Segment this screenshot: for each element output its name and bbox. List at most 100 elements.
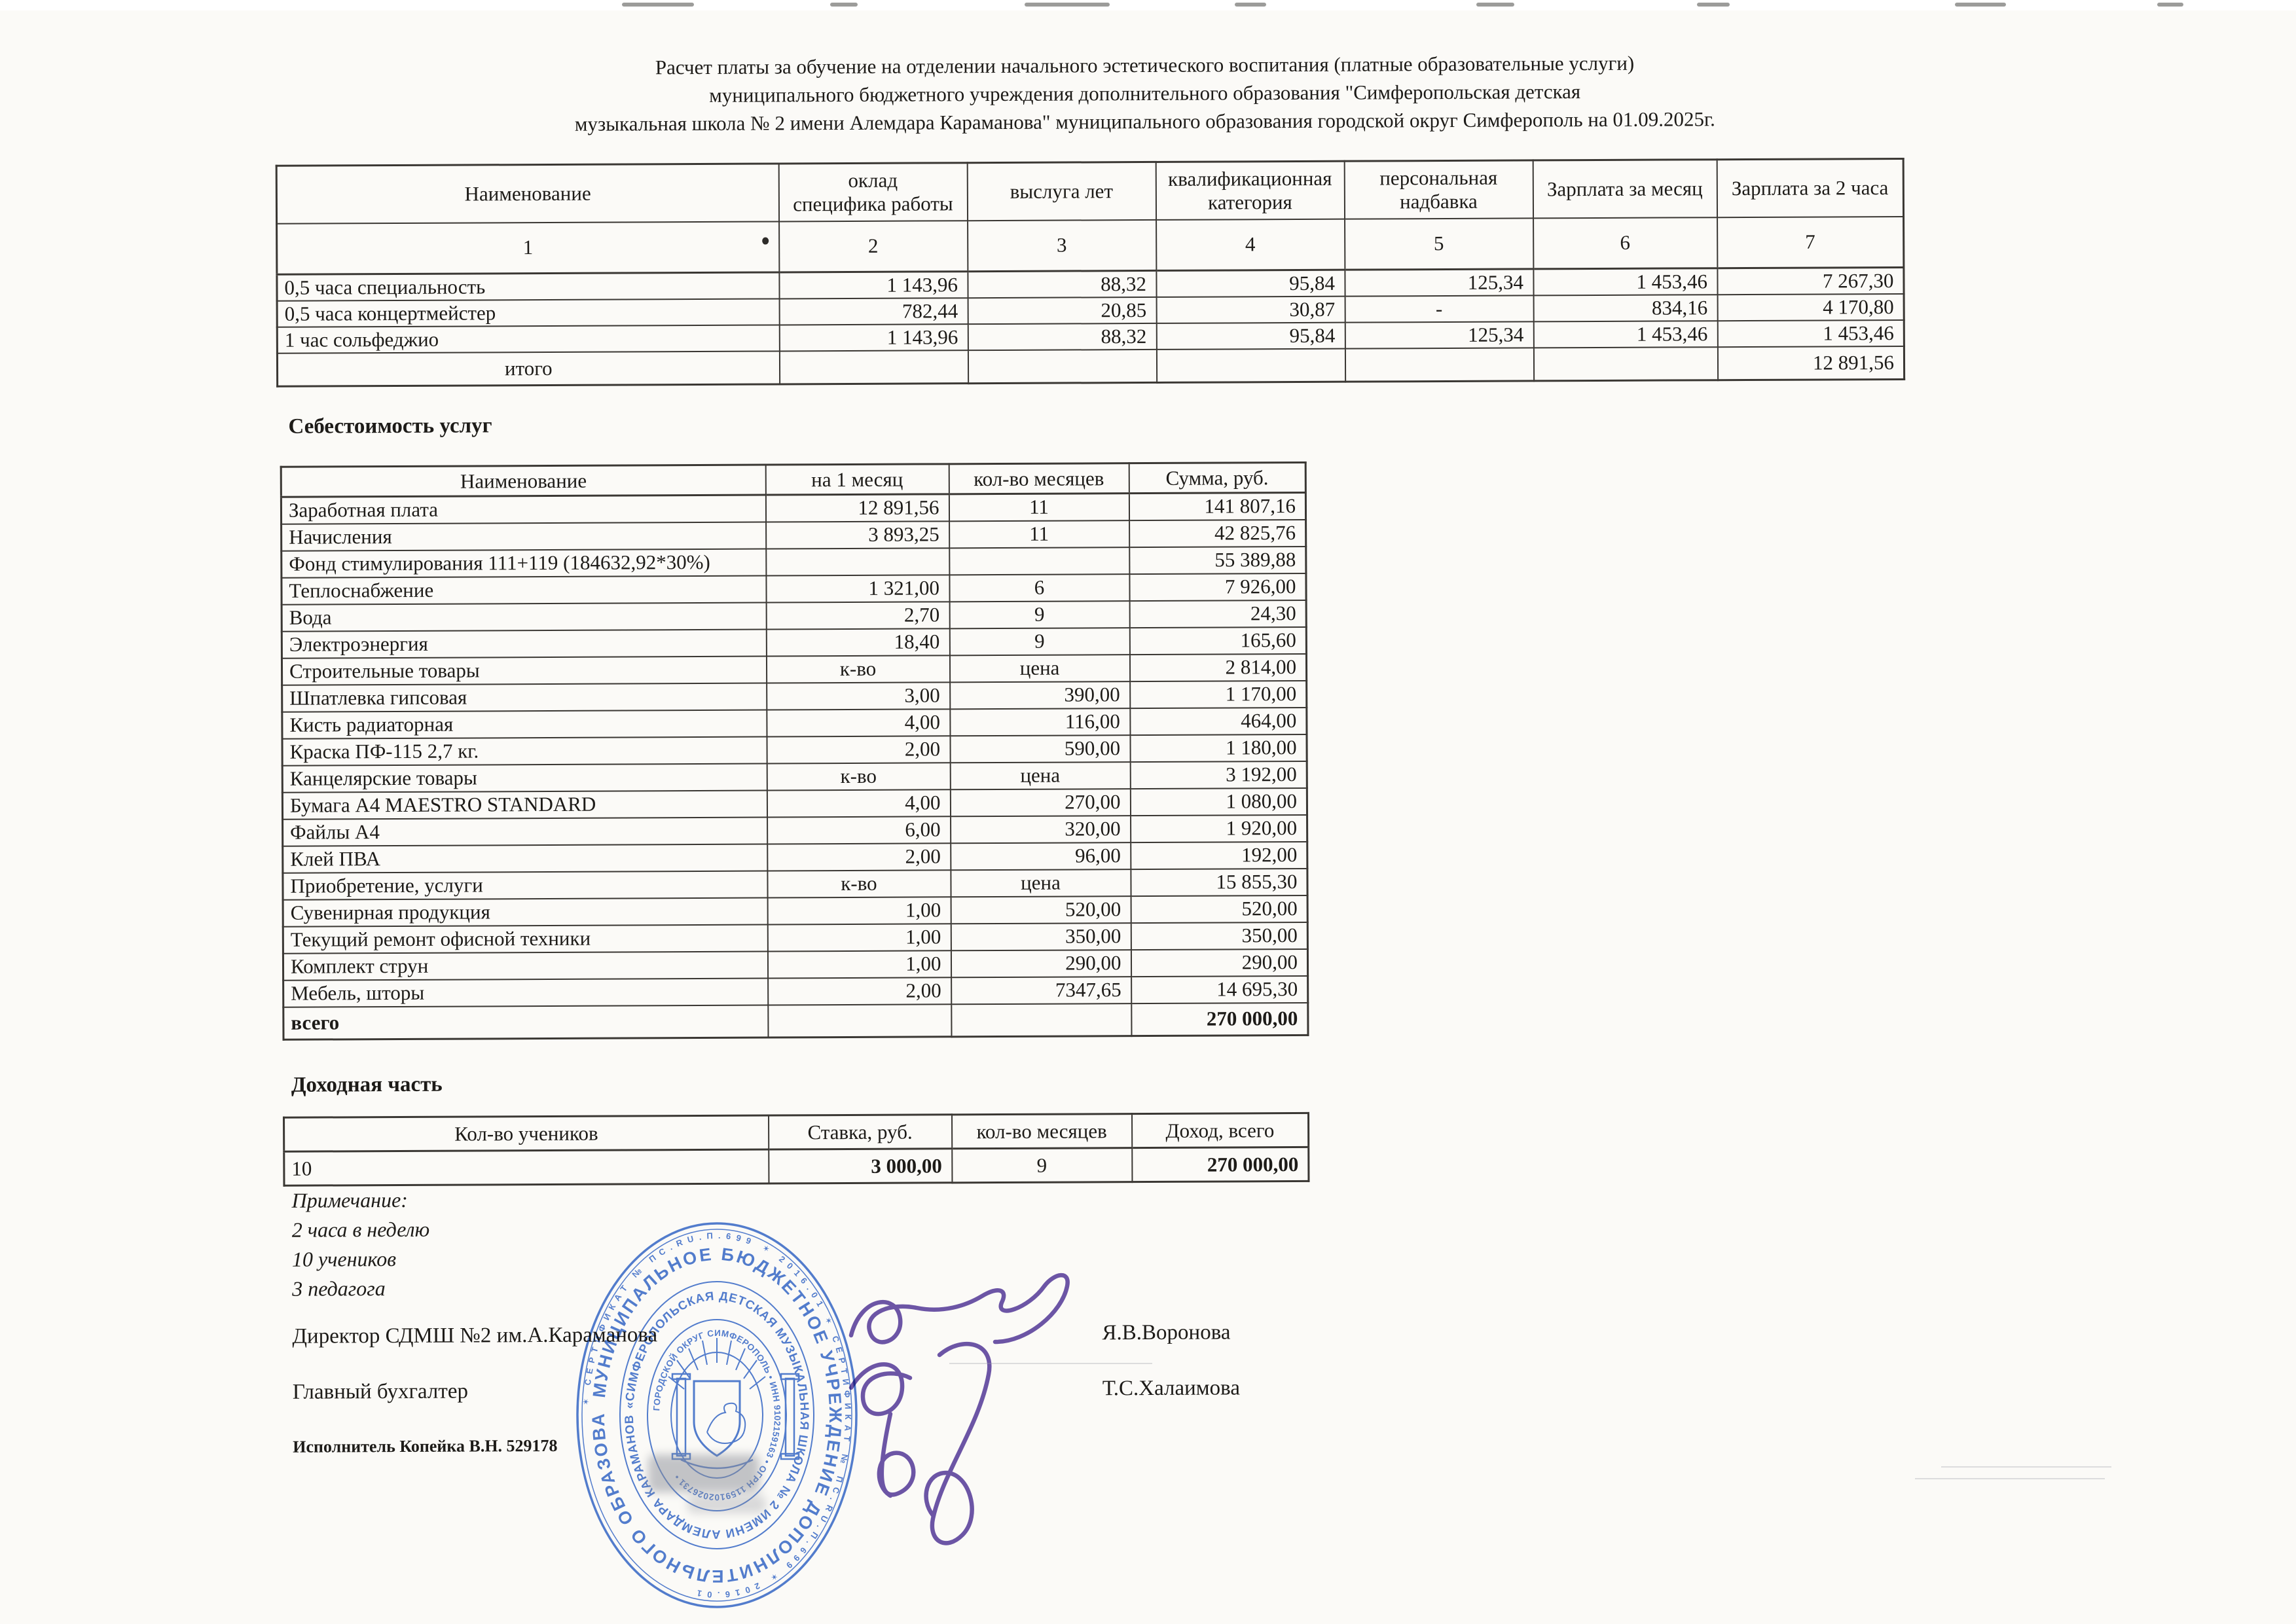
cell: 165,60 <box>1129 626 1307 655</box>
signature-stroke <box>848 1362 916 1498</box>
cell: 390,00 <box>949 681 1130 709</box>
cell: цена <box>950 761 1131 789</box>
cell: 1 920,00 <box>1130 814 1307 842</box>
cell: 350,00 <box>951 922 1131 950</box>
column-number: 3 <box>967 219 1156 272</box>
table-row: Шпатлевка гипсовая 3,00 390,00 1 170,00 <box>282 680 1307 712</box>
cell: 1 453,46 <box>1533 268 1718 296</box>
column-header: Ставка, руб. <box>768 1114 952 1150</box>
table-header-row: Наименование оклад специфика работы высл… <box>276 158 1904 224</box>
cell: Начисления <box>281 522 766 551</box>
table-row: Сувенирная продукция 1,00 520,00 520,00 <box>283 895 1308 927</box>
cell: 6 <box>949 573 1130 602</box>
cell <box>1156 348 1345 382</box>
table-row: Строительные товары к-во цена 2 814,00 <box>282 653 1307 685</box>
column-header: оклад специфика работы <box>778 162 968 221</box>
table-row: Кисть радиаторная 4,00 116,00 464,00 <box>282 707 1307 739</box>
table-header-row: Кол-во учеников Ставка, руб. кол-во меся… <box>283 1113 1309 1152</box>
cell: 9 <box>951 1147 1132 1183</box>
cell: 30,87 <box>1156 296 1345 323</box>
column-header: квалификационная категория <box>1156 161 1345 220</box>
cell: 3 192,00 <box>1130 761 1307 789</box>
scan-artifact-dash <box>1955 3 2006 7</box>
cell: 590,00 <box>949 734 1131 763</box>
column-number: 1 <box>276 221 779 275</box>
cell: 3,00 <box>766 681 950 710</box>
cell: 0,5 часа концертмейстер <box>277 298 780 327</box>
column-header: Наименование <box>276 163 779 224</box>
cell: 6,00 <box>767 816 951 844</box>
column-number: 5 <box>1344 217 1533 270</box>
executor-line: Исполнитель Копейка В.Н. 529178 <box>293 1435 558 1456</box>
cost-of-services-table: Наименование на 1 месяц кол-во месяцев С… <box>280 461 1309 1041</box>
cell: 10 <box>283 1149 769 1186</box>
cell: 95,84 <box>1156 322 1345 350</box>
signature-stroke <box>848 1272 1070 1344</box>
cell: 42 825,76 <box>1129 519 1306 547</box>
column-number: 4 <box>1156 219 1345 271</box>
cell: Приобретение, услуги <box>282 871 768 900</box>
cell: 1,00 <box>767 950 951 979</box>
table-body: 0,5 часа специальность 1 143,96 88,32 95,84… <box>276 267 1904 386</box>
table-row: Комплект струн 1,00 290,00 290,00 <box>283 948 1308 981</box>
cell: 192,00 <box>1130 841 1307 869</box>
table-row: Теплоснабжение 1 321,00 6 7 926,00 <box>281 573 1307 605</box>
salary-calculation-table: Наименование оклад специфика работы высл… <box>275 157 1906 388</box>
scan-artifact-line <box>949 1363 1152 1364</box>
cell: 18,40 <box>766 628 950 657</box>
table-row: Краска ПФ-115 2,7 кг. 2,00 590,00 1 180,00 <box>282 734 1307 766</box>
cell: 9 <box>949 627 1130 655</box>
column-header: кол-во месяцев <box>951 1113 1132 1149</box>
ink-speck-artifact <box>762 237 769 245</box>
cell <box>968 349 1157 384</box>
cell: 2,00 <box>767 977 951 1005</box>
scan-artifact-dash <box>622 3 694 7</box>
column-number-row: 1 2 3 4 5 6 7 <box>276 216 1904 275</box>
cell: Кисть радиаторная <box>282 710 767 739</box>
note-line: 10 учеников <box>291 1247 397 1271</box>
cell: 141 807,16 <box>1129 492 1306 520</box>
cell: цена <box>949 654 1130 682</box>
cell: 320,00 <box>950 815 1131 843</box>
cell: 520,00 <box>1131 895 1308 923</box>
cell: 3 893,25 <box>765 520 949 549</box>
table-row: Вода 2,70 9 24,30 <box>282 600 1307 632</box>
scan-artifact-dash <box>1235 3 1266 7</box>
cell: Электроэнергия <box>282 629 767 659</box>
cell: 1 080,00 <box>1130 787 1307 816</box>
scan-artifact-dash <box>2157 3 2183 7</box>
cell <box>779 350 968 384</box>
cell: 1,00 <box>767 896 951 925</box>
note-line: 2 часа в неделю <box>291 1217 430 1242</box>
cell: 88,32 <box>968 323 1157 351</box>
cell: 2,00 <box>767 842 951 871</box>
cell: Файлы А4 <box>282 817 767 846</box>
cell <box>951 1003 1131 1037</box>
cell: 15 855,30 <box>1130 868 1308 896</box>
cell: 270 000,00 <box>1131 1002 1308 1036</box>
scan-artifact-line <box>1941 1466 2111 1468</box>
scan-artifact-line <box>1915 1478 2105 1479</box>
scan-artifact-dash <box>1476 3 1514 7</box>
table-row: Клей ПВА 2,00 96,00 192,00 <box>282 841 1307 873</box>
table-body: Заработная плата 12 891,56 11 141 807,16 Нач… <box>281 492 1308 1040</box>
column-header: Зарплата за месяц <box>1533 159 1717 218</box>
cell: 1,00 <box>767 923 951 952</box>
table-row: 10 3 000,00 9 270 000,00 <box>283 1147 1309 1186</box>
table-row: Электроэнергия 18,40 9 165,60 <box>282 626 1307 659</box>
cell: Бумага А4 MAESTRO STANDARD <box>282 790 767 820</box>
cell: 11 <box>949 493 1129 521</box>
cell: итого <box>277 351 780 386</box>
table-row: всего 270 000,00 <box>283 1002 1308 1040</box>
cell: 20,85 <box>968 297 1157 325</box>
cell: 1 180,00 <box>1129 734 1307 762</box>
cell <box>765 547 949 576</box>
column-header: выслуга лет <box>967 162 1156 221</box>
cell: Заработная плата <box>281 495 766 524</box>
cell: Клей ПВА <box>282 844 767 873</box>
cell: 12 891,56 <box>1717 346 1904 380</box>
cell: 95,84 <box>1156 270 1345 297</box>
cell: 96,00 <box>950 842 1131 870</box>
column-header: Наименование <box>281 465 766 497</box>
cell: 2 814,00 <box>1129 653 1307 681</box>
